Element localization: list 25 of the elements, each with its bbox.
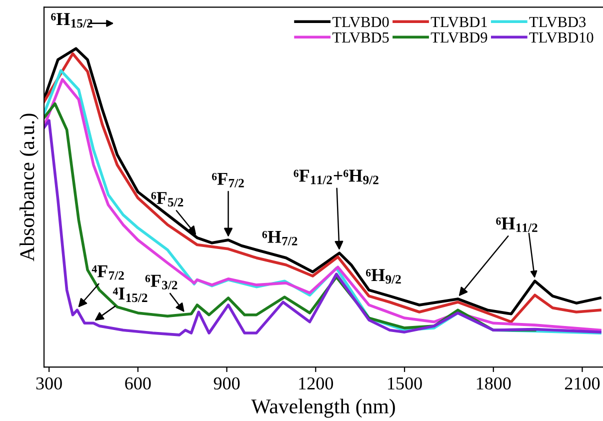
annotation: ⁶F$_{3/2}$: [145, 274, 178, 290]
legend-label: TLVBD9: [430, 32, 488, 43]
annotation: ⁴F$_{7/2}$: [92, 265, 124, 280]
legend-label: TLVBD1: [430, 16, 487, 28]
annotation: ⁶H$_{7/2}$: [262, 230, 298, 246]
x-tick-label: 600: [125, 377, 151, 390]
legend-label: TLVBD5: [332, 32, 389, 43]
annotation: ⁶F$_{11/2}$+⁶H$_{9/2}$: [294, 170, 378, 184]
x-tick-label: 300: [36, 377, 62, 390]
annotation: ⁴I$_{15/2}$: [112, 288, 148, 302]
legend-label: TLVBD0: [332, 16, 389, 28]
x-tick-label: 1800: [476, 377, 511, 390]
annotation: ⁶F$_{5/2}$: [151, 192, 184, 207]
x-axis-title: Wavelength (nm): [251, 398, 395, 418]
legend-label: TLVBD10: [529, 32, 594, 43]
x-tick-label: 900: [214, 377, 240, 390]
x-tick-label: 1500: [388, 377, 422, 390]
annotation: ⁶H$_{9/2}$: [366, 269, 401, 284]
annotation: ⁶H$_{11/2}$: [496, 218, 538, 232]
annotation: ⁶F$_{7/2}$: [212, 172, 244, 188]
text: ⁶H$_{15/2}$: [51, 13, 92, 28]
x-tick-label: 2100: [565, 377, 600, 390]
x-tick-label: 1200: [299, 377, 334, 390]
legend-label: TLVBD3: [529, 16, 586, 28]
y-axis-title: Absorbance (a.u.): [20, 114, 38, 262]
